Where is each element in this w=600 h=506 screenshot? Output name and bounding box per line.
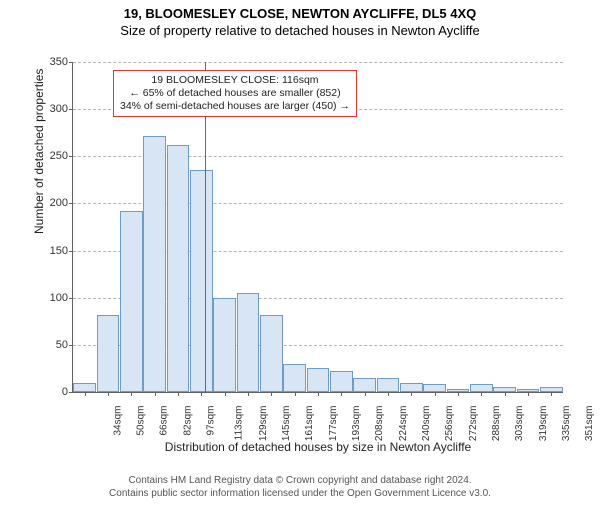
x-tick-label: 50sqm [136,406,147,436]
x-tick-mark [528,392,529,396]
histogram-bar [97,315,119,392]
histogram-bar [330,371,352,392]
gridline-h [73,62,563,63]
y-tick-mark [69,109,73,110]
x-tick-mark [505,392,506,396]
histogram-bar [167,145,189,392]
x-tick-mark [225,392,226,396]
x-tick-label: 303sqm [514,406,525,442]
page-subtitle: Size of property relative to detached ho… [0,23,600,38]
histogram-bar [213,298,235,392]
footer-attribution: Contains HM Land Registry data © Crown c… [0,475,600,500]
x-tick-label: 177sqm [328,406,339,442]
annotation-box: 19 BLOOMESLEY CLOSE: 116sqm← 65% of deta… [113,70,357,117]
y-tick-label: 250 [48,150,68,162]
chart-container: Number of detached properties Distributi… [48,54,568,424]
page-title-address: 19, BLOOMESLEY CLOSE, NEWTON AYCLIFFE, D… [0,6,600,21]
x-tick-mark [411,392,412,396]
y-tick-mark [69,298,73,299]
y-tick-label: 150 [48,245,68,257]
x-tick-mark [155,392,156,396]
x-tick-mark [178,392,179,396]
y-tick-label: 50 [48,339,68,351]
x-tick-label: 335sqm [561,406,572,442]
x-tick-label: 351sqm [584,406,595,442]
histogram-bar [400,383,422,392]
x-tick-mark [201,392,202,396]
histogram-bar [307,368,329,392]
y-axis-label: Number of detached properties [32,69,46,234]
x-tick-label: 34sqm [112,406,123,436]
y-tick-mark [69,251,73,252]
y-tick-label: 100 [48,292,68,304]
histogram-bar [423,384,445,392]
x-tick-label: 161sqm [304,406,315,442]
annotation-line1: 19 BLOOMESLEY CLOSE: 116sqm [120,74,350,87]
histogram-bar [470,384,492,392]
x-tick-label: 240sqm [421,406,432,442]
x-tick-label: 224sqm [398,406,409,442]
footer-line2: Contains public sector information licen… [0,488,600,501]
x-tick-label: 97sqm [206,406,217,436]
x-tick-label: 256sqm [444,406,455,442]
footer-line1: Contains HM Land Registry data © Crown c… [0,475,600,488]
x-tick-mark [131,392,132,396]
annotation-line3: 34% of semi-detached houses are larger (… [120,100,350,113]
histogram-bar [237,293,259,392]
x-tick-mark [435,392,436,396]
histogram-bar [377,378,399,392]
plot-area: Number of detached properties Distributi… [72,62,563,393]
histogram-bar [353,378,375,392]
histogram-bar [260,315,282,392]
histogram-bar [73,383,95,392]
x-tick-label: 288sqm [491,406,502,442]
x-tick-mark [295,392,296,396]
x-tick-label: 145sqm [281,406,292,442]
y-tick-mark [69,62,73,63]
x-tick-mark [318,392,319,396]
x-tick-mark [481,392,482,396]
x-tick-label: 208sqm [374,406,385,442]
x-tick-mark [551,392,552,396]
x-tick-mark [108,392,109,396]
y-tick-mark [69,345,73,346]
x-tick-label: 193sqm [351,406,362,442]
y-tick-mark [69,156,73,157]
y-tick-label: 200 [48,197,68,209]
y-tick-mark [69,203,73,204]
x-tick-mark [341,392,342,396]
x-tick-label: 129sqm [258,406,269,442]
x-tick-mark [271,392,272,396]
x-tick-label: 319sqm [538,406,549,442]
y-tick-label: 350 [48,56,68,68]
x-tick-label: 66sqm [159,406,170,436]
x-tick-label: 82sqm [182,406,193,436]
x-tick-mark [365,392,366,396]
y-tick-label: 300 [48,103,68,115]
y-tick-mark [69,392,73,393]
x-tick-mark [388,392,389,396]
y-tick-label: 0 [48,386,68,398]
x-tick-label: 113sqm [234,406,245,441]
x-tick-mark [458,392,459,396]
histogram-bar [120,211,142,392]
x-axis-label: Distribution of detached houses by size … [73,440,563,454]
x-tick-mark [85,392,86,396]
annotation-line2: ← 65% of detached houses are smaller (85… [120,87,350,100]
x-tick-mark [248,392,249,396]
histogram-bar [143,136,165,392]
histogram-bar [283,364,305,392]
histogram-bar [190,170,212,392]
x-tick-label: 272sqm [468,406,479,442]
